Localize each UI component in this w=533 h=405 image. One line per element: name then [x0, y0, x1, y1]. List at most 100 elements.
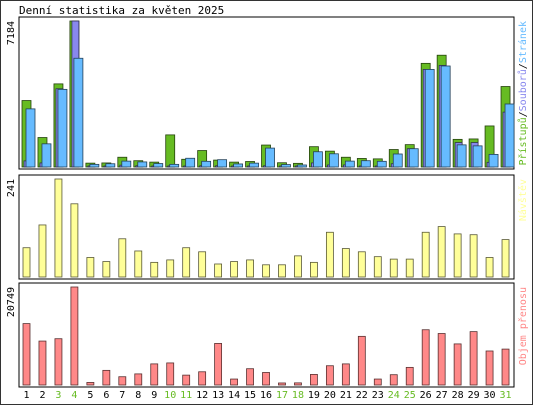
legend-entry-traffic-1: Objem přenosu	[517, 287, 529, 365]
legend-entry-hits-2: Souborů	[517, 69, 529, 111]
bar-visits-day-15	[246, 259, 254, 278]
bar-hits-3-day-11	[185, 157, 196, 168]
x-tick-label-day-13: 13	[212, 390, 224, 401]
x-tick-label-day-24: 24	[388, 390, 400, 401]
legend-separator: /	[518, 63, 529, 69]
bar-visits-day-5	[86, 257, 95, 278]
bar-hits-3-day-18	[297, 164, 307, 168]
legend-separator: /	[518, 111, 529, 117]
bar-visits-day-31	[501, 239, 510, 278]
bar-visits-day-21	[341, 248, 350, 278]
bar-visits-day-20	[325, 231, 334, 278]
bar-hits-3-day-23	[376, 160, 387, 168]
bar-hits-3-day-3	[57, 88, 68, 168]
panel-frame-visits	[18, 174, 515, 280]
y-max-label-traffic: 20749	[6, 287, 17, 317]
bar-traffic-day-18	[294, 382, 302, 386]
bar-hits-3-day-30	[488, 153, 499, 168]
bar-traffic-day-19	[310, 374, 318, 386]
y-max-label-visits: 241	[6, 179, 17, 197]
bar-visits-day-9	[150, 261, 159, 278]
x-tick-label-day-16: 16	[260, 390, 272, 401]
bar-visits-day-12	[198, 251, 207, 278]
bar-traffic-day-29	[469, 331, 478, 386]
bar-visits-day-3	[54, 178, 63, 278]
x-tick-label-day-6: 6	[103, 390, 109, 401]
x-tick-label-day-17: 17	[276, 390, 288, 401]
y-max-label-hits: 7184	[6, 21, 17, 45]
legend-entry-visits-1: Návštěv	[517, 179, 529, 221]
bar-visits-day-29	[469, 234, 478, 278]
legend-visits: Návštěv	[517, 179, 529, 221]
bar-hits-3-day-12	[201, 160, 212, 168]
bar-traffic-day-30	[485, 350, 494, 386]
bar-visits-day-22	[357, 251, 366, 278]
bar-visits-day-2	[38, 224, 47, 278]
bar-visits-day-26	[421, 231, 430, 278]
bar-visits-day-18	[294, 255, 302, 278]
bar-visits-day-30	[485, 257, 494, 278]
bar-visits-day-13	[214, 263, 223, 278]
bar-traffic-day-4	[70, 286, 79, 386]
bar-traffic-day-27	[437, 333, 446, 386]
x-tick-label-day-15: 15	[244, 390, 256, 401]
bar-visits-day-8	[134, 250, 143, 278]
panel-visits: 241 Návštěv	[6, 174, 529, 280]
x-tick-label-day-11: 11	[180, 390, 192, 401]
legend-traffic: Objem přenosu	[517, 287, 529, 365]
x-tick-label-day-28: 28	[452, 390, 464, 401]
bar-hits-3-day-29	[472, 145, 483, 168]
panel-traffic: 20749 Objem přenosu	[6, 282, 529, 388]
bar-visits-day-4	[70, 203, 79, 278]
bar-traffic-day-6	[102, 369, 111, 386]
bar-traffic-day-31	[501, 348, 510, 386]
bar-visits-day-28	[453, 233, 462, 278]
bar-traffic-day-8	[134, 373, 143, 386]
bar-visits-day-1	[22, 247, 31, 278]
bar-traffic-day-16	[262, 372, 270, 386]
x-tick-label-day-7: 7	[119, 390, 125, 401]
bars-hits	[21, 20, 515, 168]
bar-visits-day-14	[230, 261, 238, 278]
bar-traffic-day-11	[182, 374, 191, 386]
bar-traffic-day-21	[341, 363, 350, 386]
x-tick-label-day-30: 30	[484, 390, 496, 401]
bar-visits-day-23	[373, 256, 382, 278]
x-tick-label-day-27: 27	[436, 390, 448, 401]
bar-hits-3-day-20	[328, 153, 339, 168]
bar-hits-3-day-4	[73, 57, 84, 168]
x-tick-label-day-29: 29	[468, 390, 480, 401]
x-tick-label-day-2: 2	[39, 390, 45, 401]
bar-hits-3-day-21	[344, 160, 355, 168]
bar-traffic-day-1	[22, 323, 31, 386]
bar-traffic-day-28	[453, 343, 462, 386]
bar-hits-3-day-31	[504, 103, 515, 168]
x-tick-label-day-26: 26	[420, 390, 432, 401]
x-tick-label-day-20: 20	[324, 390, 336, 401]
bar-hits-3-day-28	[456, 144, 467, 168]
x-tick-label-day-8: 8	[135, 390, 141, 401]
bar-traffic-day-23	[373, 378, 382, 386]
bars-traffic	[22, 286, 510, 386]
bar-hits-3-day-14	[233, 163, 243, 168]
bar-traffic-day-10	[166, 362, 175, 386]
x-tick-label-day-1: 1	[23, 390, 29, 401]
x-tick-label-day-12: 12	[196, 390, 208, 401]
bar-visits-day-24	[389, 258, 398, 278]
x-tick-label-day-31: 31	[500, 390, 512, 401]
x-tick-label-day-10: 10	[164, 390, 176, 401]
bar-hits-3-day-5	[89, 163, 100, 168]
bar-hits-3-day-13	[217, 159, 228, 168]
bar-hits-3-day-2	[41, 143, 52, 168]
legend-entry-hits-1: Přístupů	[517, 117, 529, 165]
x-tick-label-day-21: 21	[340, 390, 352, 401]
bar-traffic-day-25	[405, 366, 414, 386]
bar-hits-3-day-6	[105, 163, 116, 168]
x-tick-label-day-23: 23	[372, 390, 384, 401]
bars-visits	[22, 178, 510, 278]
bar-traffic-day-22	[357, 335, 366, 386]
x-axis-day-labels: 1 2 3 4 5 6 7 8 9 10 11 12 13 14 15 16 17 18 19 20 21 22 23 24 2…	[23, 390, 511, 401]
